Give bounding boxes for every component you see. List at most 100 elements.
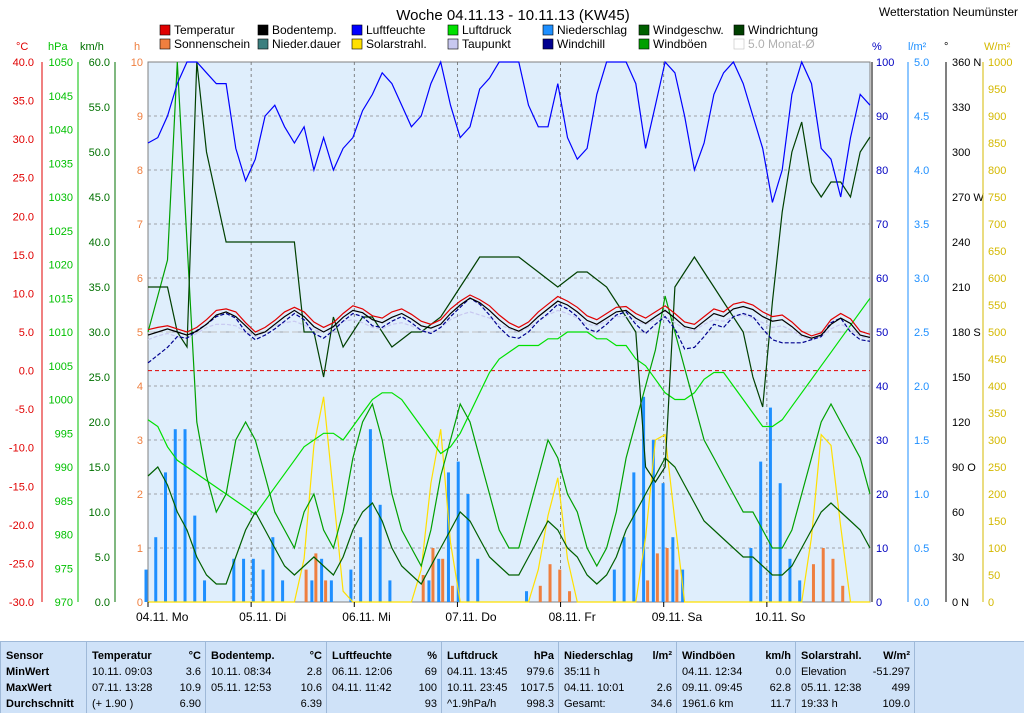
wm2-tick-label: 750	[988, 192, 1006, 204]
hpa-tick-label: 975	[55, 563, 73, 575]
stats-value: 6.39	[300, 698, 322, 710]
bar-niederschlag	[456, 461, 460, 602]
stats-unit: %	[427, 650, 437, 662]
legend-label: Windböen	[653, 37, 707, 51]
legend-swatch	[159, 24, 171, 36]
lm2-tick-label: 2.0	[914, 381, 929, 393]
stats-title: Bodentemp.	[211, 650, 275, 662]
stats-cell: 05.11. 12:38	[801, 682, 862, 694]
stats-value: 100	[418, 682, 437, 694]
hours-tick-label: 6	[137, 273, 143, 285]
stats-unit: °C	[188, 650, 201, 662]
hours-tick-label: 1	[137, 543, 143, 555]
hpa-tick-label: 980	[55, 530, 73, 542]
stats-title: Windböen	[682, 650, 736, 662]
bar-niederschlag	[261, 569, 265, 602]
temp-tick-label: 20.0	[13, 211, 34, 223]
wm2-tick-label: 200	[988, 489, 1006, 501]
axis-unit-label: h	[134, 41, 140, 53]
legend-swatch	[542, 38, 554, 50]
hpa-tick-label: 1035	[49, 158, 73, 170]
kmh-tick-label: 35.0	[89, 282, 110, 294]
legend-label: 5.0 Monat-Ø	[748, 37, 815, 51]
temp-tick-label: -30.0	[9, 597, 34, 609]
lm2-tick-label: 3.0	[914, 273, 929, 285]
stats-value: 2.8	[306, 666, 322, 678]
temp-tick-label: -25.0	[9, 558, 34, 570]
lm2-tick-label: 1.5	[914, 435, 929, 447]
hpa-tick-label: 1020	[49, 260, 73, 272]
bar-sonnenschein	[324, 580, 328, 602]
wm2-tick-label: 1000	[988, 57, 1012, 69]
hpa-tick-label: 995	[55, 428, 73, 440]
wm2-tick-label: 350	[988, 408, 1006, 420]
legend-label: Luftfeuchte	[366, 23, 426, 37]
stats-cell: Durchschnitt	[6, 698, 74, 710]
stats-cell: 04.11. 10:01	[564, 682, 625, 694]
stats-cell: 06.11. 12:06	[332, 666, 393, 678]
stats-cell: 10.11. 08:34	[211, 666, 272, 678]
bar-sonnenschein	[304, 569, 308, 602]
stats-cell: 04.11. 11:42	[332, 682, 392, 694]
bar-niederschlag	[242, 558, 246, 602]
bar-niederschlag	[359, 537, 363, 602]
legend-swatch	[542, 24, 554, 36]
bar-niederschlag	[320, 558, 324, 602]
bar-niederschlag	[164, 472, 168, 602]
temp-tick-label: 0.0	[19, 366, 34, 378]
series-line-windgeschw	[147, 457, 871, 585]
hpa-tick-label: 985	[55, 496, 73, 508]
kmh-tick-label: 25.0	[89, 372, 110, 384]
stats-value: 10.6	[300, 682, 322, 694]
hpa-tick-label: 990	[55, 462, 73, 474]
stats-column: Sensor MinWert MaxWert Durchschnitt	[0, 642, 87, 713]
station-name: Wetterstation Neumünster	[879, 5, 1018, 19]
bar-sonnenschein	[431, 548, 435, 602]
hpa-tick-label: 1050	[49, 57, 73, 69]
pct-tick-label: 0	[876, 597, 882, 609]
legend-swatch	[257, 38, 269, 50]
stats-title: Luftfeuchte	[332, 650, 392, 662]
stats-value: 69	[424, 666, 437, 678]
stats-cell: 04.11. 12:34	[682, 666, 743, 678]
lm2-tick-label: 5.0	[914, 57, 929, 69]
legend-label: Sonnenschein	[174, 37, 250, 51]
series-line-luftdruck	[147, 297, 871, 516]
bar-niederschlag	[368, 429, 372, 602]
deg-tick-label: 0 N	[952, 597, 969, 609]
x-tick-label: 06.11. Mi	[342, 610, 390, 624]
stats-value: 109.0	[882, 698, 910, 710]
deg-tick-label: 240	[952, 237, 970, 249]
axis-unit-label: hPa	[48, 41, 68, 53]
stats-cell: 10.11. 23:45	[447, 682, 508, 694]
legend-swatch	[447, 24, 459, 36]
bar-sonnenschein	[558, 569, 562, 602]
bar-niederschlag	[437, 558, 441, 602]
bar-niederschlag	[798, 580, 802, 602]
legend-label: Nieder.dauer	[272, 37, 341, 51]
bar-niederschlag	[173, 429, 177, 602]
x-tick-label: 04.11. Mo	[136, 610, 189, 624]
weather-chart: 04.11. Mo 05.11. Di 06.11. Mi 07.11. Do 08.1…	[8, 5, 1019, 624]
stats-cell: ^1.9hPa/h	[447, 698, 497, 710]
bar-sonnenschein	[548, 564, 552, 602]
pct-tick-label: 70	[876, 219, 888, 231]
deg-tick-label: 360 N	[952, 57, 981, 69]
deg-tick-label: 210	[952, 282, 970, 294]
hours-tick-label: 0	[137, 597, 143, 609]
hours-tick-label: 7	[137, 219, 143, 231]
stats-column: Bodentemp. °C 10.11. 08:34 2.8 05.11. 12:53 1…	[205, 642, 327, 713]
bar-sonnenschein	[675, 569, 679, 602]
bar-niederschlag	[183, 429, 187, 602]
stats-value: 11.7	[770, 698, 791, 710]
hpa-tick-label: 1040	[49, 125, 73, 137]
bar-niederschlag	[661, 483, 665, 602]
hpa-tick-label: 1025	[49, 226, 73, 238]
bar-niederschlag	[749, 548, 753, 602]
bar-niederschlag	[232, 558, 236, 602]
temp-tick-label: -10.0	[9, 443, 34, 455]
hpa-tick-label: 1005	[49, 361, 73, 373]
hpa-tick-label: 1000	[49, 395, 73, 407]
bar-sonnenschein	[441, 558, 445, 602]
bar-sonnenschein	[450, 585, 454, 602]
